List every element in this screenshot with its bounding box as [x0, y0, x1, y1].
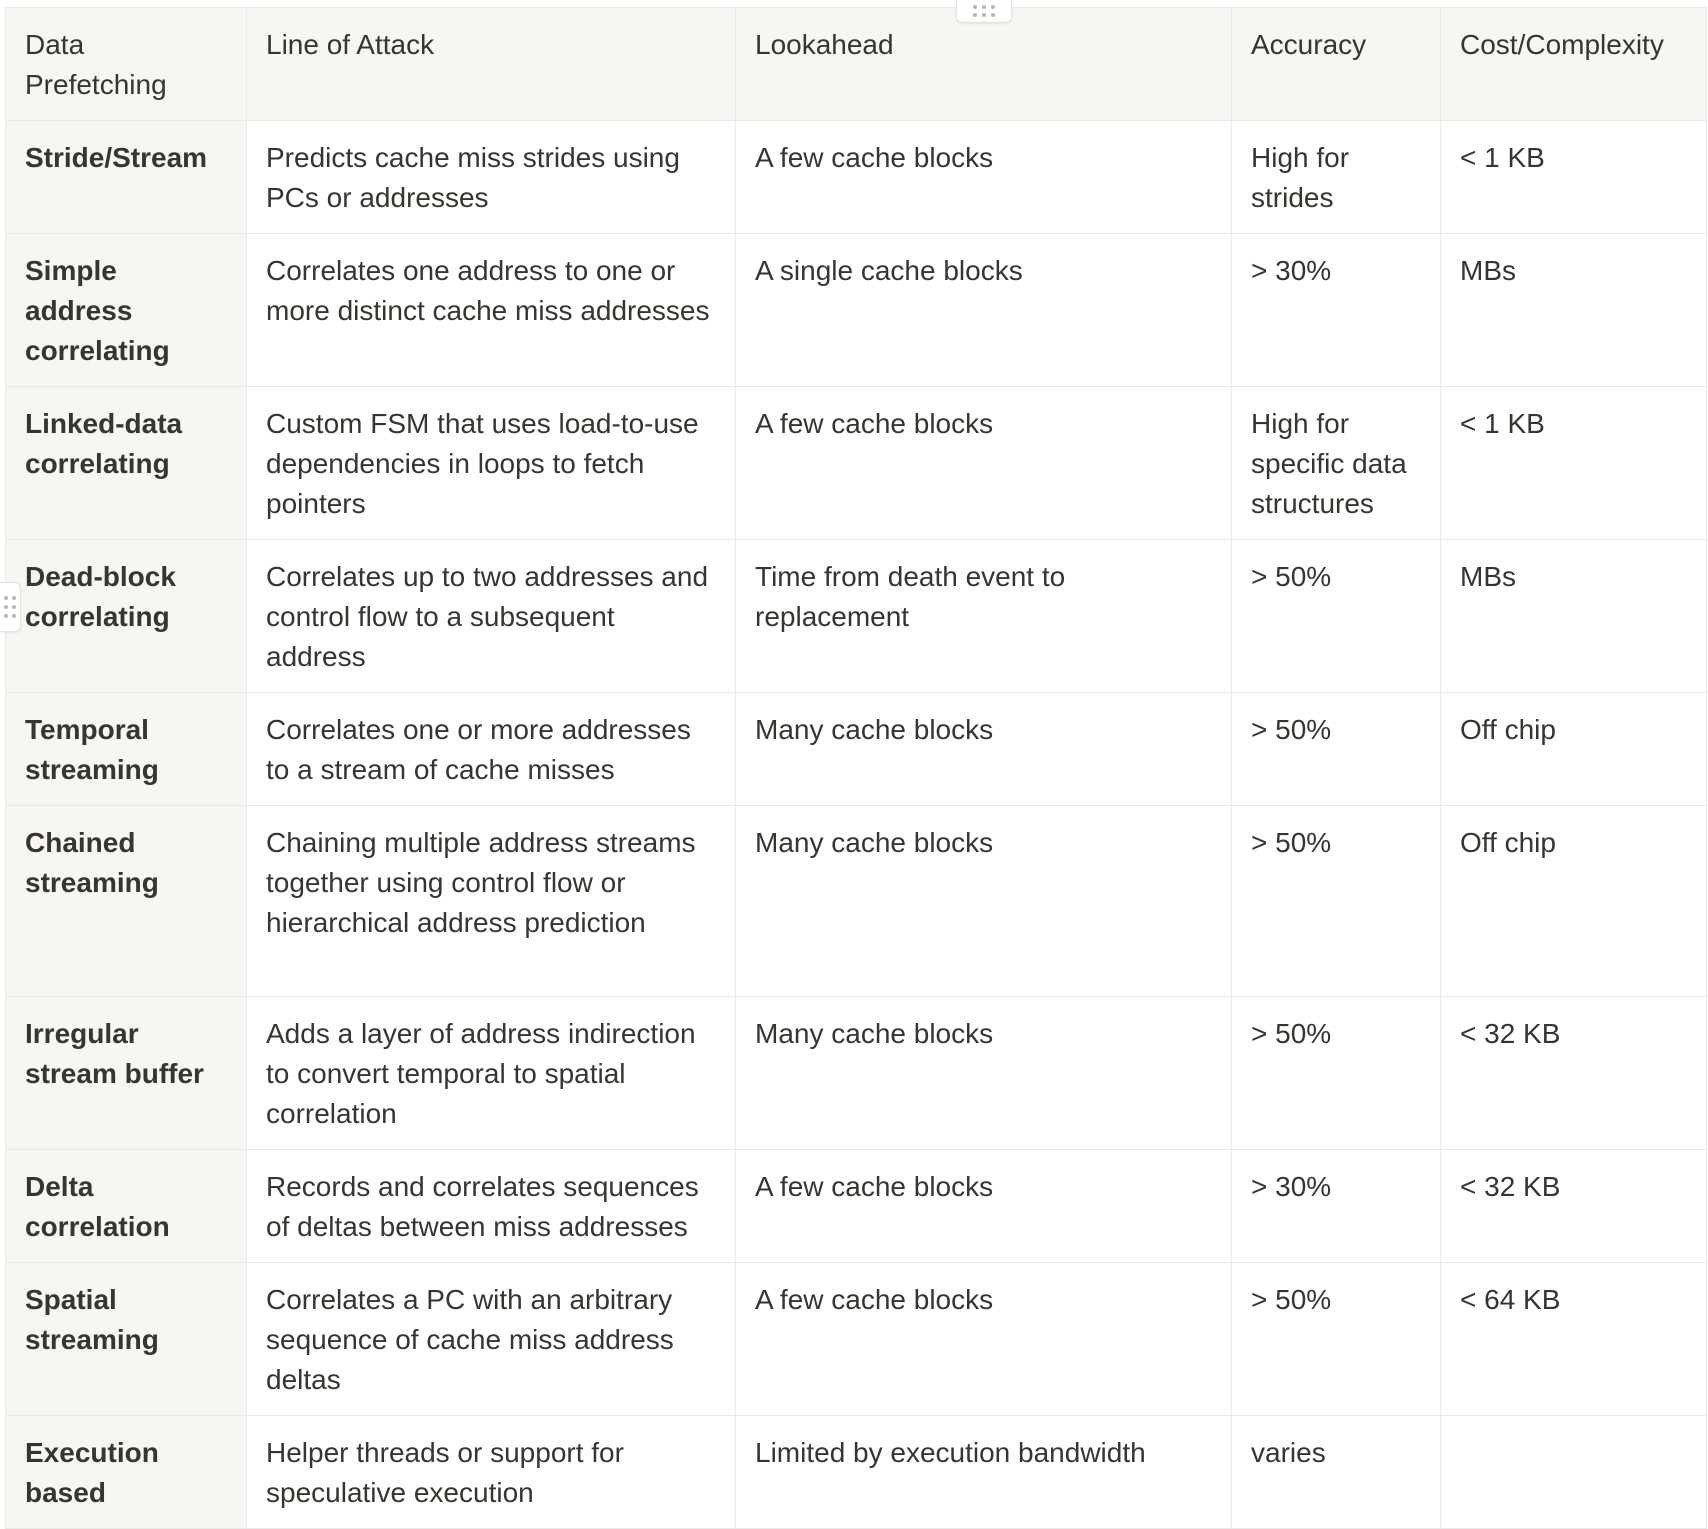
table-cell[interactable]: < 1 KB — [1440, 386, 1707, 540]
table-cell[interactable]: < 32 KB — [1440, 996, 1707, 1150]
table-cell[interactable]: Many cache blocks — [735, 805, 1232, 997]
table-header-row: Data Prefetching Line of Attack Lookahea… — [5, 7, 1707, 121]
table-row: Delta correlation Records and correlates… — [5, 1149, 1707, 1263]
table-cell[interactable]: > 30% — [1231, 233, 1441, 387]
table-cell[interactable] — [1440, 1415, 1707, 1529]
row-header-cell[interactable]: Chained streaming — [5, 805, 247, 997]
table-cell[interactable]: Helper threads or support for speculativ… — [246, 1415, 736, 1529]
table-row: Irregular stream buffer Adds a layer of … — [5, 996, 1707, 1150]
table-row: Dead-block correlating Correlates up to … — [5, 539, 1707, 693]
table-cell[interactable]: Many cache blocks — [735, 996, 1232, 1150]
table-cell[interactable]: Chaining multiple address streams togeth… — [246, 805, 736, 997]
table-cell[interactable]: Off chip — [1440, 805, 1707, 997]
row-header-cell[interactable]: Linked-data correlating — [5, 386, 247, 540]
table-cell[interactable]: A few cache blocks — [735, 120, 1232, 234]
row-header-cell[interactable]: Irregular stream buffer — [5, 996, 247, 1150]
table-cell[interactable]: < 32 KB — [1440, 1149, 1707, 1263]
header-data-prefetching[interactable]: Data Prefetching — [5, 7, 247, 121]
table-row: Execution based Helper threads or suppor… — [5, 1415, 1707, 1529]
header-accuracy[interactable]: Accuracy — [1231, 7, 1441, 121]
data-prefetching-table: Data Prefetching Line of Attack Lookahea… — [5, 7, 1707, 1529]
row-header-cell[interactable]: Simple address correlating — [5, 233, 247, 387]
table-cell[interactable]: < 1 KB — [1440, 120, 1707, 234]
drag-handle-vertical-icon — [4, 596, 16, 618]
table-cell[interactable]: A single cache blocks — [735, 233, 1232, 387]
data-prefetching-table-container: Data Prefetching Line of Attack Lookahea… — [5, 7, 1707, 1529]
table-cell[interactable]: Limited by execution bandwidth — [735, 1415, 1232, 1529]
table-cell[interactable]: A few cache blocks — [735, 1262, 1232, 1416]
header-line-of-attack[interactable]: Line of Attack — [246, 7, 736, 121]
table-cell[interactable]: varies — [1231, 1415, 1441, 1529]
table-cell[interactable]: A few cache blocks — [735, 1149, 1232, 1263]
header-cost-complexity[interactable]: Cost/Complexity — [1440, 7, 1707, 121]
table-row: Temporal streaming Correlates one or mor… — [5, 692, 1707, 806]
row-header-cell[interactable]: Delta correlation — [5, 1149, 247, 1263]
table-row: Linked-data correlating Custom FSM that … — [5, 386, 1707, 540]
table-cell[interactable]: Correlates one address to one or more di… — [246, 233, 736, 387]
table-cell[interactable]: Correlates a PC with an arbitrary sequen… — [246, 1262, 736, 1416]
table-cell[interactable]: High for specific data structures — [1231, 386, 1441, 540]
table-cell[interactable]: > 50% — [1231, 1262, 1441, 1416]
table-cell[interactable]: Adds a layer of address indirection to c… — [246, 996, 736, 1150]
row-drag-handle[interactable] — [0, 582, 21, 632]
row-header-cell[interactable]: Spatial streaming — [5, 1262, 247, 1416]
table-row: Stride/Stream Predicts cache miss stride… — [5, 120, 1707, 234]
header-lookahead[interactable]: Lookahead — [735, 7, 1232, 121]
table-cell[interactable]: A few cache blocks — [735, 386, 1232, 540]
table-cell[interactable]: > 50% — [1231, 805, 1441, 997]
table-cell[interactable]: MBs — [1440, 233, 1707, 387]
table-cell[interactable]: > 50% — [1231, 996, 1441, 1150]
table-cell[interactable]: Off chip — [1440, 692, 1707, 806]
column-drag-handle[interactable] — [956, 0, 1012, 23]
table-cell[interactable]: > 50% — [1231, 539, 1441, 693]
table-cell[interactable]: Many cache blocks — [735, 692, 1232, 806]
row-header-cell[interactable]: Temporal streaming — [5, 692, 247, 806]
drag-handle-horizontal-icon — [973, 5, 995, 17]
table-cell[interactable]: MBs — [1440, 539, 1707, 693]
table-cell[interactable]: Time from death event to replacement — [735, 539, 1232, 693]
table-row: Chained streaming Chaining multiple addr… — [5, 805, 1707, 997]
table-cell[interactable]: High for strides — [1231, 120, 1441, 234]
table-cell[interactable]: > 30% — [1231, 1149, 1441, 1263]
table-row: Simple address correlating Correlates on… — [5, 233, 1707, 387]
table-cell[interactable]: Correlates up to two addresses and contr… — [246, 539, 736, 693]
row-header-cell[interactable]: Stride/Stream — [5, 120, 247, 234]
table-cell[interactable]: Records and correlates sequences of delt… — [246, 1149, 736, 1263]
table-cell[interactable]: Correlates one or more addresses to a st… — [246, 692, 736, 806]
table-cell[interactable]: Predicts cache miss strides using PCs or… — [246, 120, 736, 234]
table-cell[interactable]: > 50% — [1231, 692, 1441, 806]
table-row: Spatial streaming Correlates a PC with a… — [5, 1262, 1707, 1416]
table-cell[interactable]: < 64 KB — [1440, 1262, 1707, 1416]
table-cell[interactable]: Custom FSM that uses load-to-use depende… — [246, 386, 736, 540]
row-header-cell[interactable]: Dead-block correlating — [5, 539, 247, 693]
row-header-cell[interactable]: Execution based — [5, 1415, 247, 1529]
